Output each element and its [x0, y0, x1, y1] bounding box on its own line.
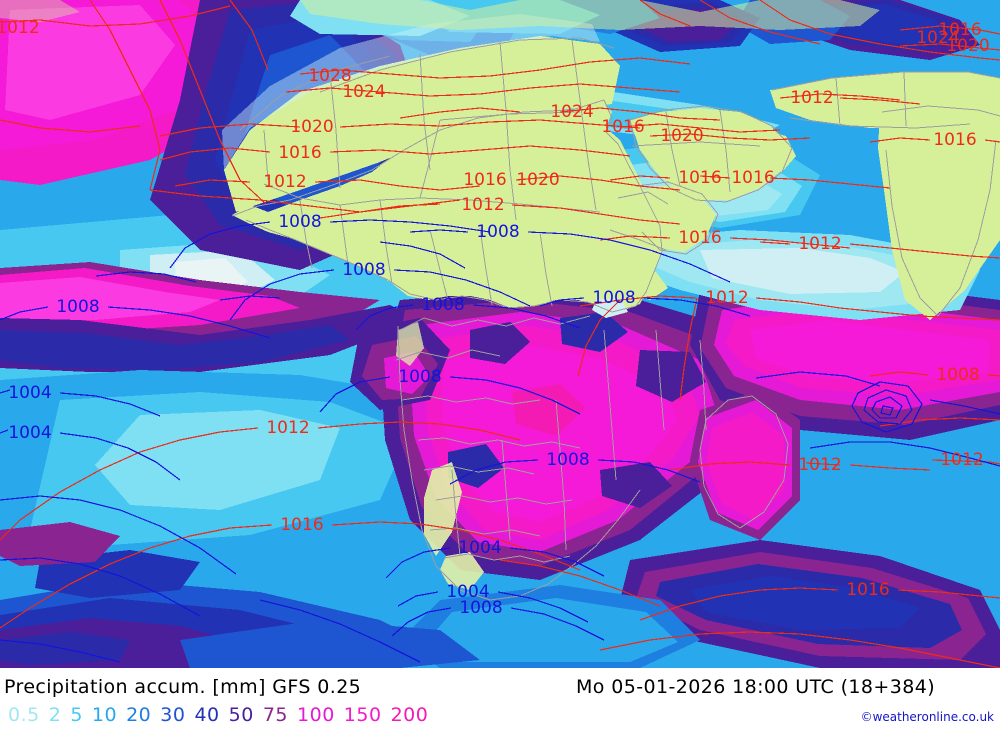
product-title: Precipitation accum. [mm] GFS 0.25 [4, 676, 362, 698]
isobar-label-1012: 1012 [798, 234, 842, 254]
scale-step-2[interactable]: 2 [48, 704, 62, 726]
isobars-low [0, 219, 1000, 663]
isobar-label-1016: 1016 [463, 170, 507, 190]
isobar-label-1024: 1024 [916, 28, 960, 48]
isobar-label-1016: 1016 [678, 168, 722, 188]
scale-step-150[interactable]: 150 [343, 704, 382, 726]
precipitation-map[interactable]: 1012 1016 1020 1024 1012 1016 1028 1024 1024 1020… [0, 0, 1000, 668]
isobar-label-1008: 1008 [546, 450, 590, 470]
isobar-label-1012: 1012 [0, 18, 40, 38]
map-canvas [0, 0, 1000, 668]
copyright-notice: ©weatheronline.co.uk [860, 710, 994, 724]
isobar-label-1016: 1016 [601, 117, 645, 137]
isobar-label-1012: 1012 [940, 450, 984, 470]
isobar-label-1016: 1016 [933, 130, 977, 150]
isobar-label-1008: 1008 [592, 288, 636, 308]
scale-step-200[interactable]: 200 [390, 704, 429, 726]
isobar-label-1008: 1008 [278, 212, 322, 232]
land-africa [232, 100, 662, 312]
scale-step-10[interactable]: 10 [91, 704, 118, 726]
isobar-label-1020: 1020 [516, 170, 560, 190]
isobar-label-1008: 1008 [421, 295, 465, 315]
isobar-label-1012: 1012 [705, 288, 749, 308]
isobar-label-1016: 1016 [938, 20, 982, 40]
run-timestamp: Mo 05-01-2026 18:00 UTC (18+384) [576, 676, 936, 698]
isobar-label-1004: 1004 [446, 582, 490, 602]
isobar-label-1012: 1012 [461, 195, 505, 215]
isobar-label-1016: 1016 [278, 143, 322, 163]
footer: Precipitation accum. [mm] GFS 0.25 Mo 05… [0, 668, 1000, 733]
isobar-label-1012: 1012 [266, 418, 310, 438]
scale-step-40[interactable]: 40 [194, 704, 220, 726]
isobar-label-1028: 1028 [308, 66, 352, 86]
scale-step-100[interactable]: 100 [297, 704, 335, 726]
isobar-label-1008: 1008 [476, 222, 520, 242]
isobar-label-1020: 1020 [660, 126, 704, 146]
isobar-label-1024: 1024 [550, 102, 594, 122]
isobar-label-1008: 1008 [56, 297, 100, 317]
scale-step-75[interactable]: 75 [262, 704, 289, 726]
isobar-label-1004: 1004 [8, 423, 52, 443]
isobars-high [0, 0, 1000, 668]
scale-step-50[interactable]: 50 [228, 704, 254, 726]
isobar-label-1004: 1004 [8, 383, 52, 403]
isobar-label-1004: 1004 [458, 538, 502, 558]
isobar-label-1012: 1012 [790, 88, 834, 108]
scale-step-30[interactable]: 30 [160, 704, 186, 726]
scale-step-5[interactable]: 5 [70, 704, 83, 726]
isobar-label-1020: 1020 [290, 117, 334, 137]
isobar-label-1016: 1016 [280, 515, 324, 535]
isobar-label-1008: 1008 [342, 260, 386, 280]
scale-step-20[interactable]: 20 [126, 704, 152, 726]
isobar-label-1020: 1020 [946, 36, 990, 56]
land-namibia [424, 462, 462, 556]
scale-step-0.5[interactable]: 0.5 [8, 704, 40, 726]
isobar-label-1024: 1024 [342, 82, 386, 102]
isobar-label-1016: 1016 [846, 580, 890, 600]
isobar-label-1008: 1008 [398, 367, 442, 387]
isobar-label-1016: 1016 [731, 168, 775, 188]
isobar-label-1012: 1012 [263, 172, 307, 192]
isobar-label-1008: 1008 [936, 365, 980, 385]
precipitation-color-scale[interactable]: 0.5 2 5 10 20 30 40 50 75 100 150 200 [8, 704, 428, 726]
isobar-label-1012: 1012 [798, 455, 842, 475]
isobar-label-1008: 1008 [459, 598, 503, 618]
isobar-label-1016: 1016 [678, 228, 722, 248]
